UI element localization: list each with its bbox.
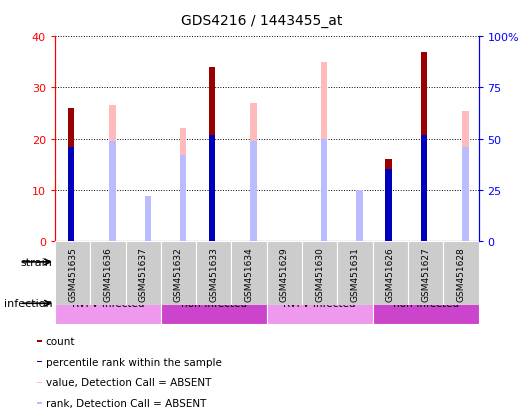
Bar (144, 197, 151, 242)
Bar (180, 129, 186, 242)
Bar (161, 242, 196, 306)
Bar (420, 52, 427, 242)
Text: non-infected: non-infected (181, 299, 247, 309)
Bar (90, 242, 126, 306)
Text: count: count (46, 336, 75, 346)
Bar (209, 68, 215, 242)
Bar (209, 135, 215, 242)
Bar (337, 242, 372, 306)
Bar (55, 242, 267, 283)
Text: GSM451626: GSM451626 (386, 247, 395, 301)
Bar (443, 242, 479, 306)
Bar (302, 242, 337, 306)
Bar (408, 242, 443, 306)
Text: infection: infection (4, 299, 52, 309)
Bar (67, 109, 74, 242)
Bar (462, 147, 469, 242)
Text: rank, Detection Call = ABSENT: rank, Detection Call = ABSENT (46, 398, 206, 408)
Bar (267, 242, 479, 283)
Bar (321, 63, 327, 242)
Bar (37, 402, 42, 404)
Text: GSM451630: GSM451630 (315, 247, 324, 301)
Bar (267, 242, 302, 306)
Text: percentile rank within the sample: percentile rank within the sample (46, 357, 222, 367)
Bar (196, 242, 231, 306)
Bar (37, 340, 42, 342)
Text: GSM451633: GSM451633 (209, 247, 218, 301)
Text: value, Detection Call = ABSENT: value, Detection Call = ABSENT (46, 377, 211, 387)
Bar (385, 170, 392, 242)
Bar (420, 135, 427, 242)
Bar (372, 242, 408, 306)
Bar (321, 140, 327, 242)
Text: GSM451631: GSM451631 (350, 247, 359, 301)
Bar (161, 283, 267, 324)
Bar (180, 156, 186, 242)
Text: GSM451637: GSM451637 (139, 247, 147, 301)
Text: GSM451634: GSM451634 (245, 247, 254, 301)
Bar (126, 242, 161, 306)
Bar (55, 242, 90, 306)
Bar (55, 283, 161, 324)
Text: GDS4216 / 1443455_at: GDS4216 / 1443455_at (181, 14, 342, 28)
Bar (144, 203, 151, 242)
Bar (251, 104, 257, 242)
Text: GSM451635: GSM451635 (68, 247, 77, 301)
Bar (37, 382, 42, 383)
Bar (109, 141, 116, 242)
Bar (109, 106, 116, 242)
Text: RVFV infected: RVFV infected (72, 299, 144, 309)
Bar (67, 147, 74, 242)
Text: non-infected: non-infected (393, 299, 459, 309)
Text: GSM451636: GSM451636 (104, 247, 112, 301)
Bar (356, 190, 363, 242)
Bar (251, 141, 257, 242)
Bar (462, 111, 469, 242)
Text: GSM451632: GSM451632 (174, 247, 183, 301)
Text: MBT/Pas: MBT/Pas (136, 256, 186, 269)
Text: GSM451629: GSM451629 (280, 247, 289, 301)
Bar (372, 283, 479, 324)
Text: GSM451628: GSM451628 (457, 247, 465, 301)
Text: strain: strain (20, 257, 52, 267)
Text: BALB/cByJ: BALB/cByJ (343, 256, 403, 269)
Bar (37, 361, 42, 363)
Bar (385, 160, 392, 242)
Text: RVFV infected: RVFV infected (283, 299, 356, 309)
Bar (231, 242, 267, 306)
Bar (267, 283, 372, 324)
Text: GSM451627: GSM451627 (421, 247, 430, 301)
